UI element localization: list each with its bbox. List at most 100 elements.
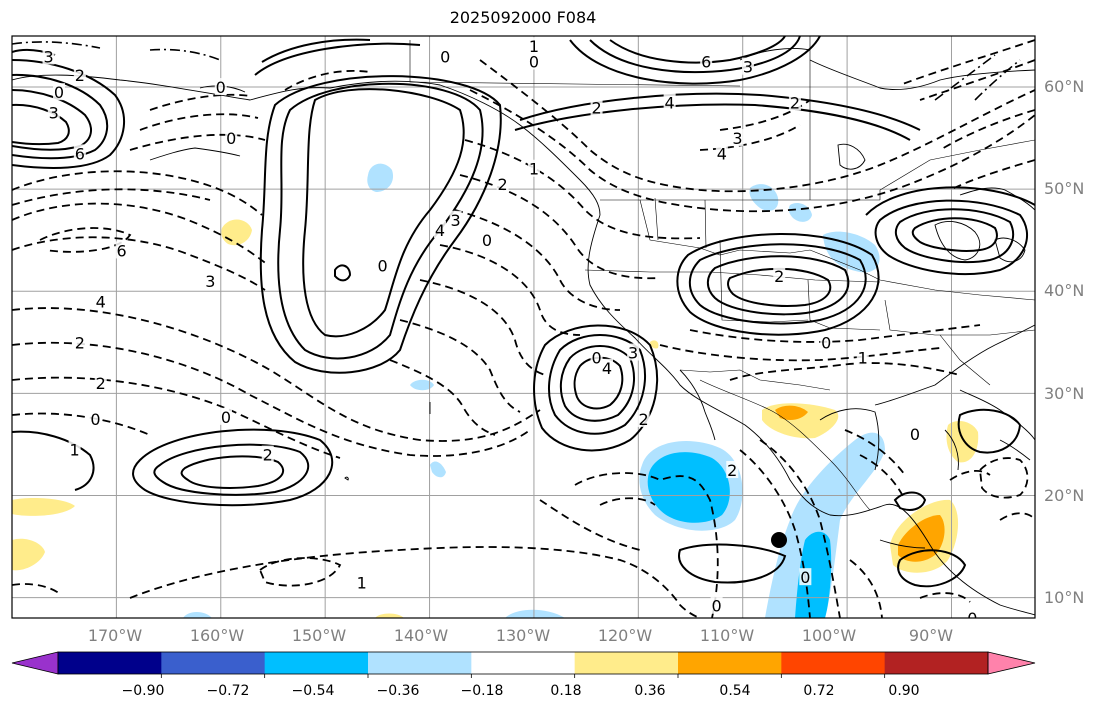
map-frame xyxy=(11,35,1036,619)
contour-label: 4 xyxy=(602,359,612,378)
contour-label: 0 xyxy=(54,83,64,102)
colorbar-tick-label: 0.18 xyxy=(550,683,582,699)
graticule xyxy=(12,36,1035,618)
contour-label: 2 xyxy=(638,410,648,429)
colorbar-tick-label: −0.18 xyxy=(460,683,504,699)
colorbar-cell xyxy=(884,652,989,674)
colorbar-cell xyxy=(58,652,162,674)
contour-label-bg xyxy=(700,52,713,70)
contour-label-bg xyxy=(1092,195,1104,212)
contour-label: 1 xyxy=(70,441,80,460)
colorbar-tick-label: 0.54 xyxy=(719,683,751,699)
colorbar-tick-label: 0.36 xyxy=(634,683,666,699)
lon-label: 130°W xyxy=(495,626,551,645)
colorbar-tick-label: −0.54 xyxy=(291,683,335,699)
contour-label: 0 xyxy=(821,333,831,352)
colorbar-frame xyxy=(57,651,989,675)
contour-label-bg xyxy=(480,231,493,249)
lon-label: 170°W xyxy=(87,626,143,645)
contour-label-bg xyxy=(601,358,614,376)
contour-label: 2 xyxy=(727,461,737,480)
contour-label-bg xyxy=(820,333,833,351)
lat-label: 60°N xyxy=(1044,77,1085,96)
contour-label: 0 xyxy=(221,408,231,427)
contour-label-bg xyxy=(1081,517,1093,534)
contour-label-bg xyxy=(449,210,462,228)
colorbar-tick-label: 0.90 xyxy=(888,683,920,699)
contour-label-bg xyxy=(856,348,869,366)
contour-label-bg xyxy=(663,93,676,111)
contour-label: 0 xyxy=(1056,430,1066,449)
contour-label-bg xyxy=(214,78,227,96)
contour-label: 2 xyxy=(75,66,85,85)
contour-label: 3 xyxy=(628,344,638,363)
contour-label-bg xyxy=(433,221,446,238)
contour-label: 3 xyxy=(49,104,59,123)
contour-label: 0 xyxy=(591,349,601,368)
colorbar-cell xyxy=(368,652,472,674)
contour-label: 4 xyxy=(1093,73,1103,92)
contour-label: 1 xyxy=(858,349,868,368)
colorbar-extend-max xyxy=(987,651,1036,675)
contour-label: 2 xyxy=(1093,195,1103,214)
colorbar-tick-label: −0.90 xyxy=(121,683,165,699)
contour-label-bg xyxy=(52,83,65,101)
contour-label-bg xyxy=(439,47,452,65)
contour-label-bg xyxy=(94,374,107,392)
contour-label-bg xyxy=(908,425,921,443)
contour-label: 2 xyxy=(790,93,800,112)
contour-label: 2 xyxy=(75,333,85,352)
contour-label-bg xyxy=(355,573,368,591)
contour-label-bg xyxy=(73,144,86,162)
contour-label: 0 xyxy=(529,53,539,72)
contour-label-bg xyxy=(710,596,723,614)
contour-label: 2 xyxy=(1082,517,1092,536)
contour-label: 3 xyxy=(205,272,215,291)
colorbar-cell xyxy=(574,652,679,674)
contour-label-bg xyxy=(726,460,739,478)
contour-label: 3 xyxy=(451,211,461,230)
lon-label: 90°W xyxy=(908,626,954,645)
field-shading xyxy=(12,163,979,618)
contour-label-bg xyxy=(637,409,650,427)
contour-lines xyxy=(12,36,1035,618)
location-marker xyxy=(771,532,787,548)
contour-label: 2 xyxy=(591,98,601,117)
contour-label-bg xyxy=(68,440,81,458)
lon-label: 160°W xyxy=(189,626,245,645)
contour-label: 6 xyxy=(701,53,711,72)
contour-label: 0 xyxy=(216,78,226,97)
contour-label-bg xyxy=(73,65,86,83)
contour-label-bg xyxy=(741,57,754,75)
contour-label-bg xyxy=(1055,430,1067,447)
contour-label: 3 xyxy=(43,47,53,66)
lon-label: 120°W xyxy=(597,626,653,645)
map-title: 2025092000 F084 xyxy=(449,8,597,27)
contour-label-bg xyxy=(261,445,274,463)
contour-label-bg xyxy=(966,609,979,618)
lat-label: 40°N xyxy=(1044,281,1085,300)
contour-label: 0 xyxy=(482,231,492,250)
contour-label: 4 xyxy=(717,144,727,163)
contour-label: 0 xyxy=(377,257,387,276)
contour-label-bg xyxy=(219,407,232,425)
contour-label: 6 xyxy=(117,241,127,260)
contour-label: 2 xyxy=(263,446,273,465)
contour-label: 2 xyxy=(96,374,106,393)
lon-label: 100°W xyxy=(801,626,857,645)
contour-label: 4 xyxy=(665,93,675,112)
contour-label-bg xyxy=(1092,73,1104,90)
contour-label-bg xyxy=(47,103,60,121)
contour-label-bg xyxy=(94,292,107,310)
contour-label: 3 xyxy=(732,129,742,148)
contour-label-bg xyxy=(590,98,603,116)
contour-label: 0 xyxy=(90,410,100,429)
contour-label-bg xyxy=(627,343,640,361)
contour-label: 6 xyxy=(75,144,85,163)
lat-label: 30°N xyxy=(1044,384,1085,403)
contour-label: 0 xyxy=(712,597,722,616)
colorbar-cell xyxy=(264,652,369,674)
contour-label: 0 xyxy=(226,129,236,148)
colorbar xyxy=(11,651,1036,678)
contour-label-bg xyxy=(225,129,238,147)
